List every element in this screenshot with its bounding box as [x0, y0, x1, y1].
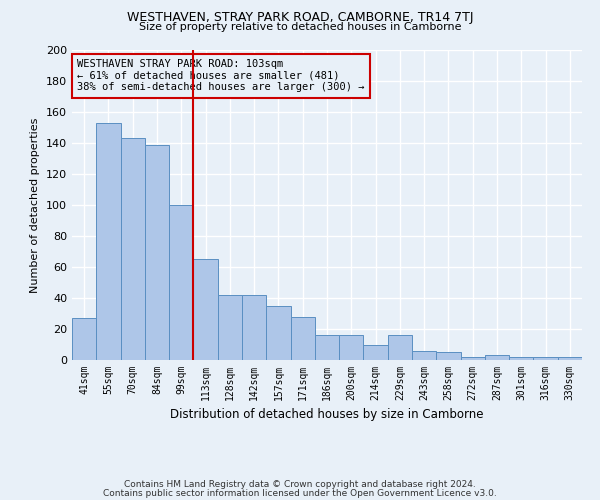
Bar [72, 318, 96, 360]
Text: Contains HM Land Registry data © Crown copyright and database right 2024.: Contains HM Land Registry data © Crown c… [124, 480, 476, 489]
Bar [145, 144, 169, 360]
Text: Contains public sector information licensed under the Open Government Licence v3: Contains public sector information licen… [103, 489, 497, 498]
Bar [169, 205, 193, 360]
Bar [461, 357, 485, 360]
Bar [339, 335, 364, 360]
Text: Size of property relative to detached houses in Camborne: Size of property relative to detached ho… [139, 22, 461, 32]
Bar [364, 344, 388, 360]
Bar [121, 138, 145, 360]
Y-axis label: Number of detached properties: Number of detached properties [31, 118, 40, 292]
Bar [436, 352, 461, 360]
Bar [242, 295, 266, 360]
Bar [193, 259, 218, 360]
Bar [533, 357, 558, 360]
Bar [509, 357, 533, 360]
Bar [218, 295, 242, 360]
Bar [388, 335, 412, 360]
Text: WESTHAVEN, STRAY PARK ROAD, CAMBORNE, TR14 7TJ: WESTHAVEN, STRAY PARK ROAD, CAMBORNE, TR… [127, 11, 473, 24]
Bar [485, 356, 509, 360]
Bar [558, 357, 582, 360]
Bar [266, 306, 290, 360]
Bar [96, 123, 121, 360]
X-axis label: Distribution of detached houses by size in Camborne: Distribution of detached houses by size … [170, 408, 484, 422]
Bar [412, 350, 436, 360]
Bar [315, 335, 339, 360]
Bar [290, 316, 315, 360]
Text: WESTHAVEN STRAY PARK ROAD: 103sqm
← 61% of detached houses are smaller (481)
38%: WESTHAVEN STRAY PARK ROAD: 103sqm ← 61% … [77, 60, 365, 92]
